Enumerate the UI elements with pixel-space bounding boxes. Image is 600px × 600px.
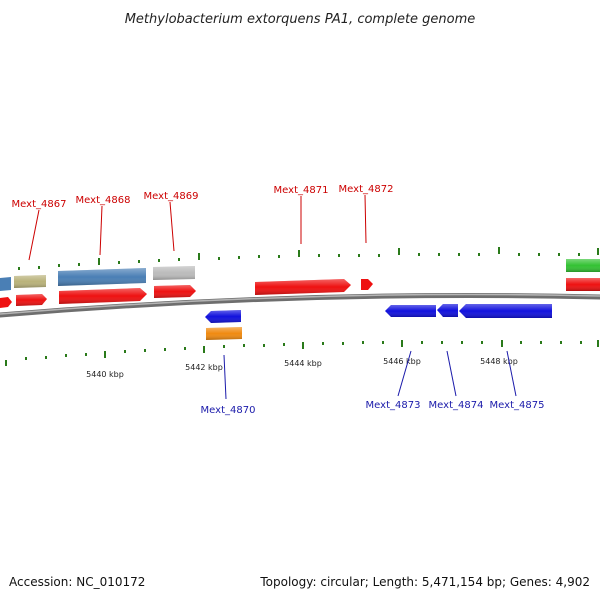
scale-label-5444: 5444 kbp: [284, 359, 322, 368]
scale-label-5448: 5448 kbp: [480, 357, 518, 366]
label-mext-4870[interactable]: Mext_4870: [201, 405, 256, 416]
genome-backbone: [0, 292, 600, 318]
label-mext-4874[interactable]: Mext_4874: [429, 400, 484, 411]
gene-arrow-red-edge[interactable]: [0, 297, 12, 308]
label-mext-4872[interactable]: Mext_4872: [339, 184, 394, 195]
scale-label-5440: 5440 kbp: [86, 370, 124, 379]
inner-ticks: [5, 340, 599, 366]
reverse-cds: [205, 304, 552, 340]
feature-steel-left[interactable]: [0, 277, 11, 291]
label-mext-4871[interactable]: Mext_4871: [274, 185, 329, 196]
scale-label-5446: 5446 kbp: [383, 357, 421, 366]
label-mext-4875[interactable]: Mext_4875: [490, 400, 545, 411]
gene-arrow-mext-4872[interactable]: [361, 279, 373, 290]
label-mext-4867[interactable]: Mext_4867: [12, 199, 67, 210]
outer-ticks: [18, 247, 599, 270]
forward-outer-features: [0, 259, 600, 291]
topology-summary-text: Topology: circular; Length: 5,471,154 bp…: [259, 575, 590, 589]
forward-cds: [0, 278, 600, 308]
label-mext-4869[interactable]: Mext_4869: [144, 191, 199, 202]
label-mext-4868[interactable]: Mext_4868: [76, 195, 131, 206]
forward-labels: Mext_4867 Mext_4868 Mext_4869 Mext_4871 …: [12, 184, 394, 261]
accession-text: Accession: NC_010172: [9, 575, 145, 589]
scale-label-5442: 5442 kbp: [185, 363, 223, 372]
reverse-labels: Mext_4870 Mext_4873 Mext_4874 Mext_4875: [201, 350, 545, 416]
label-mext-4873[interactable]: Mext_4873: [366, 400, 421, 411]
map-title: Methylobacterium extorquens PA1, complet…: [125, 12, 476, 27]
